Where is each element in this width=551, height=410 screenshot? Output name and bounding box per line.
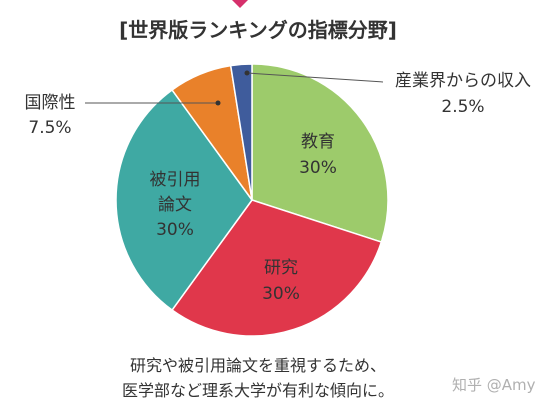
value-label: 30% <box>156 220 194 240</box>
leader-line <box>246 72 384 83</box>
value-label: 7.5% <box>28 118 72 138</box>
watermark: 知乎 @Amy <box>452 376 536 394</box>
caption: 医学部など理系大学が有利な傾向に。 <box>121 381 395 400</box>
slice-label: 被引用論文 <box>149 170 201 215</box>
value-label: 30% <box>299 158 337 178</box>
pie-slice <box>115 88 253 312</box>
chart-title: [世界版ランキングの指標分野] <box>119 18 397 42</box>
slice-label: 研究 <box>264 258 298 278</box>
slice-label: 教育 <box>301 132 335 152</box>
value-label: 2.5% <box>441 97 485 117</box>
pie-slice <box>251 63 389 243</box>
pointer <box>232 0 248 8</box>
caption: 研究や被引用論文を重視するため、 <box>129 356 387 375</box>
pie-slice <box>229 63 253 201</box>
leader-dot <box>244 70 250 76</box>
slice-label: 国際性 <box>24 93 76 113</box>
slice-label: 産業界からの収入 <box>395 71 531 91</box>
leader-dot <box>215 100 221 106</box>
pie-slice <box>171 199 383 337</box>
value-label: 30% <box>262 284 300 304</box>
